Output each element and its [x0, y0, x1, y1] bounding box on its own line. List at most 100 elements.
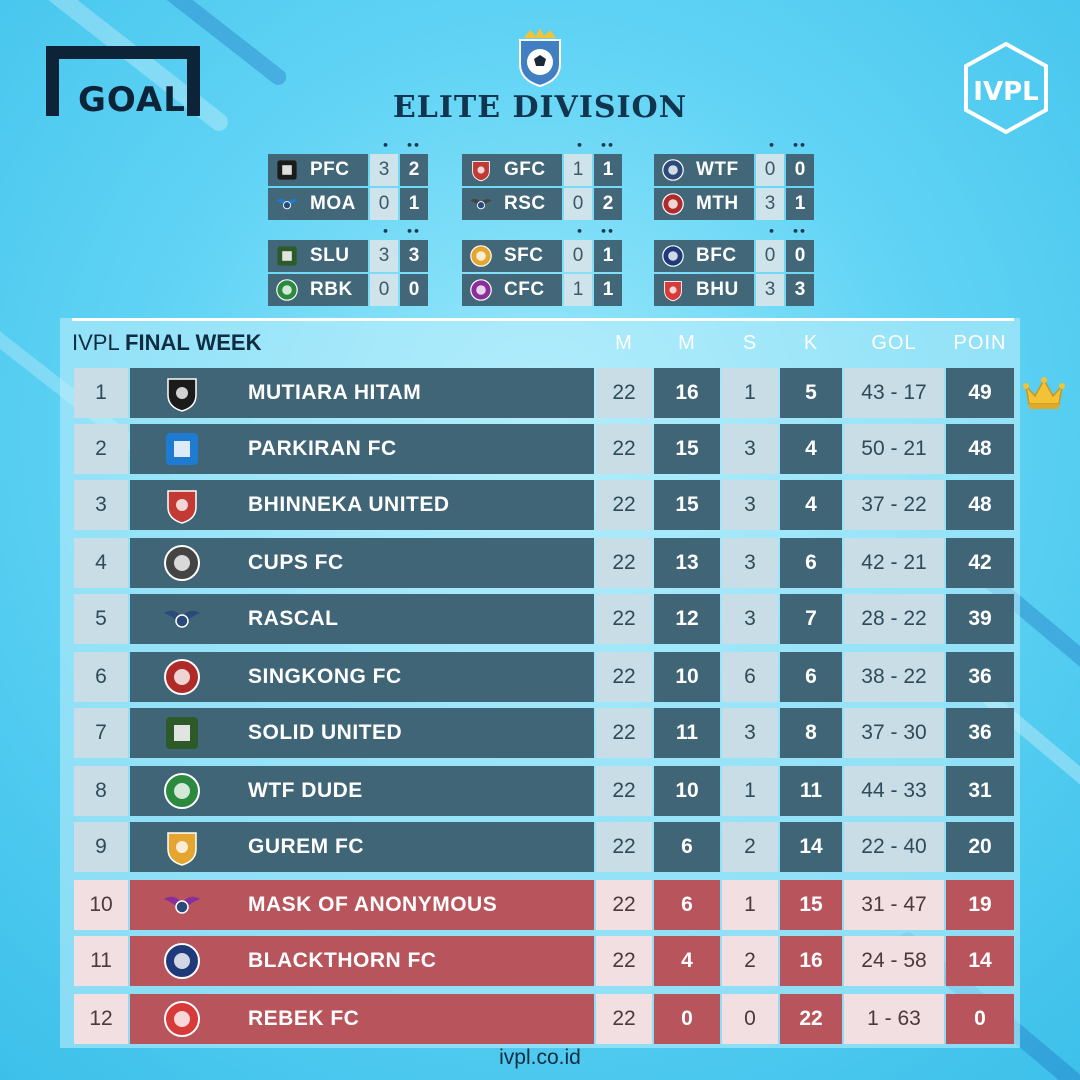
team-cell: MASK OF ANONYMOUS: [130, 880, 594, 930]
drawn-cell: 2: [722, 822, 778, 872]
drawn-cell: 3: [722, 424, 778, 474]
lost-cell: 22: [780, 994, 842, 1044]
team-cell: WTF DUDE: [130, 766, 594, 816]
half-markers: • ••: [268, 226, 428, 238]
team-code: RBK: [310, 279, 353, 300]
table-row: 6 SINGKONG FC 22 10 6 6 38 - 22 36: [74, 652, 1014, 702]
first-half-marker-icon: •: [382, 225, 390, 238]
drawn-cell: 1: [722, 766, 778, 816]
team-code: MTH: [696, 193, 739, 214]
rank-cell: 7: [74, 708, 128, 758]
fixture-team: BHU: [654, 274, 754, 306]
lost-cell: 6: [780, 538, 842, 588]
fixture-home-row: WTF 0 0: [654, 154, 814, 186]
column-header-goals: GOL: [871, 332, 917, 354]
parkiran-fc-crest-icon: [160, 429, 204, 469]
goals-cell: 38 - 22: [844, 652, 944, 702]
points-cell: 48: [946, 480, 1014, 530]
won-cell: 13: [654, 538, 720, 588]
points-cell: 36: [946, 652, 1014, 702]
half-markers: • ••: [462, 226, 622, 238]
second-half-marker-icon: ••: [792, 139, 807, 152]
fixture-away-row: BHU 3 3: [654, 274, 814, 306]
pfc-crest-icon: [274, 157, 300, 183]
drawn-cell: 1: [722, 880, 778, 930]
lost-cell: 6: [780, 652, 842, 702]
table-row: 11 BLACKTHORN FC 22 4 2 16 24 - 58 14: [74, 936, 1014, 986]
table-heading: IVPL FINAL WEEK: [72, 330, 262, 356]
fixture-team: WTF: [654, 154, 754, 186]
played-cell: 22: [596, 994, 652, 1044]
blackthorn-fc-crest-icon: [160, 941, 204, 981]
drawn-cell: 3: [722, 708, 778, 758]
team-cell: PARKIRAN FC: [130, 424, 594, 474]
table-row: 1 MUTIARA HITAM 22 16 1 5 43 - 17 49: [74, 368, 1014, 418]
goals-cell: 1 - 63: [844, 994, 944, 1044]
bhinneka-united-crest-icon: [160, 485, 204, 525]
team-name: BLACKTHORN FC: [248, 949, 437, 972]
second-half-score: 1: [594, 240, 622, 272]
won-cell: 15: [654, 480, 720, 530]
rank-cell: 2: [74, 424, 128, 474]
fixture-team: SLU: [268, 240, 368, 272]
points-cell: 31: [946, 766, 1014, 816]
goals-cell: 22 - 40: [844, 822, 944, 872]
lost-cell: 4: [780, 424, 842, 474]
moa-crest-icon: [274, 191, 300, 217]
team-code: SLU: [310, 245, 350, 266]
goals-cell: 43 - 17: [844, 368, 944, 418]
fixture-team: RBK: [268, 274, 368, 306]
first-half-marker-icon: •: [576, 139, 584, 152]
rank-cell: 5: [74, 594, 128, 644]
table-row: 2 PARKIRAN FC 22 15 3 4 50 - 21 48: [74, 424, 1014, 474]
goals-cell: 42 - 21: [844, 538, 944, 588]
goals-cell: 50 - 21: [844, 424, 944, 474]
first-half-score: 3: [370, 154, 398, 186]
table-row: 5 RASCAL 22 12 3 7 28 - 22 39: [74, 594, 1014, 644]
played-cell: 22: [596, 936, 652, 986]
team-name: WTF DUDE: [248, 779, 363, 802]
played-cell: 22: [596, 708, 652, 758]
fixture-away-row: RBK 0 0: [268, 274, 428, 306]
second-half-score: 3: [400, 240, 428, 272]
second-half-marker-icon: ••: [600, 139, 615, 152]
rsc-crest-icon: [468, 191, 494, 217]
first-half-score: 0: [370, 188, 398, 220]
lost-cell: 16: [780, 936, 842, 986]
team-name: PARKIRAN FC: [248, 437, 397, 460]
fixture-card: • •• SLU 3 3 RBK 0 0: [268, 226, 428, 306]
points-cell: 42: [946, 538, 1014, 588]
second-half-score: 1: [400, 188, 428, 220]
rank-cell: 12: [74, 994, 128, 1044]
table-heading-week: FINAL WEEK: [125, 330, 262, 355]
column-header-points: POIN: [953, 332, 1007, 354]
fixture-away-row: MOA 0 1: [268, 188, 428, 220]
points-cell: 14: [946, 936, 1014, 986]
first-half-score: 3: [756, 188, 784, 220]
points-cell: 0: [946, 994, 1014, 1044]
played-cell: 22: [596, 822, 652, 872]
table-row: 9 GUREM FC 22 6 2 14 22 - 40 20: [74, 822, 1014, 872]
rebek-fc-crest-icon: [160, 999, 204, 1039]
footer-website-link[interactable]: ivpl.co.id: [499, 1046, 581, 1069]
played-cell: 22: [596, 424, 652, 474]
first-half-score: 1: [564, 274, 592, 306]
first-half-score: 0: [756, 154, 784, 186]
half-markers: • ••: [268, 140, 428, 152]
team-code: BFC: [696, 245, 737, 266]
fixture-team: RSC: [462, 188, 562, 220]
won-cell: 10: [654, 766, 720, 816]
second-half-marker-icon: ••: [792, 225, 807, 238]
wtf-crest-icon: [660, 157, 686, 183]
rank-cell: 4: [74, 538, 128, 588]
first-half-score: 3: [756, 274, 784, 306]
played-cell: 22: [596, 480, 652, 530]
first-half-score: 0: [756, 240, 784, 272]
lost-cell: 8: [780, 708, 842, 758]
first-half-marker-icon: •: [768, 225, 776, 238]
fixture-team: PFC: [268, 154, 368, 186]
drawn-cell: 0: [722, 994, 778, 1044]
team-name: SOLID UNITED: [248, 721, 403, 744]
rank-cell: 10: [74, 880, 128, 930]
